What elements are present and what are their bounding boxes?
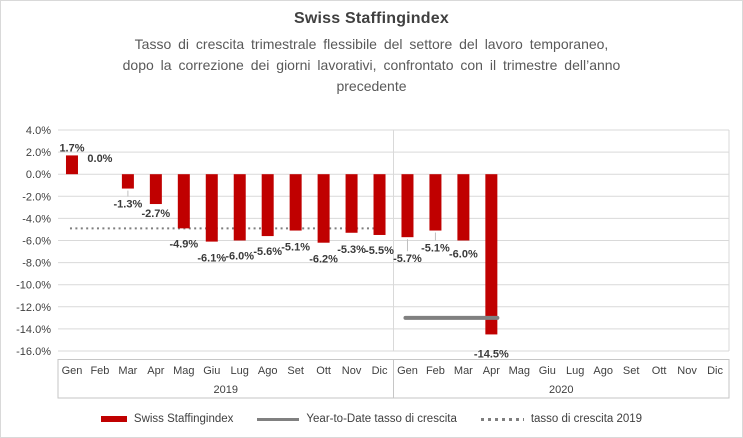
legend-line-swatch bbox=[257, 417, 300, 421]
month-label: Lug bbox=[566, 365, 584, 377]
month-label: Dic bbox=[707, 365, 723, 377]
legend-item-staffingindex: Swiss Staffingindex bbox=[100, 413, 234, 425]
bar-value-label: -5.6% bbox=[253, 246, 282, 258]
bar-value-label: -5.1% bbox=[281, 242, 310, 254]
bar bbox=[429, 174, 442, 231]
month-label: Set bbox=[287, 365, 304, 377]
y-tick-label: 0.0% bbox=[26, 169, 51, 181]
month-label: Feb bbox=[426, 365, 445, 377]
y-tick-label: -4.0% bbox=[22, 213, 51, 225]
bar bbox=[317, 174, 330, 243]
legend-bar-swatch bbox=[100, 416, 127, 422]
month-label: Dic bbox=[372, 365, 388, 377]
bar bbox=[205, 174, 218, 242]
bar-value-label: -14.5% bbox=[474, 348, 509, 360]
legend-label: Year-to-Date tasso di crescita bbox=[306, 413, 457, 425]
month-label: Gen bbox=[62, 365, 83, 377]
chart-subtitle: Tasso di crescita trimestrale flessibile… bbox=[1, 34, 742, 97]
month-label: Set bbox=[623, 365, 640, 377]
bar bbox=[289, 174, 302, 231]
y-tick-label: -14.0% bbox=[16, 324, 51, 336]
y-tick-label: -10.0% bbox=[16, 280, 51, 292]
bar bbox=[177, 174, 190, 229]
month-label: Ago bbox=[593, 365, 613, 377]
month-label: Ott bbox=[316, 365, 331, 377]
bar-value-label: -5.5% bbox=[365, 245, 394, 257]
chart-title: Swiss Staffingindex bbox=[294, 10, 449, 27]
month-label: Lug bbox=[231, 365, 249, 377]
bar-value-label: -4.9% bbox=[169, 238, 198, 250]
bar-value-label: -6.1% bbox=[197, 253, 226, 265]
subtitle-line: dopo la correzione dei giorni lavorativi… bbox=[122, 57, 621, 73]
bar-value-label: -5.7% bbox=[393, 253, 422, 265]
month-label: Ott bbox=[652, 365, 667, 377]
bar-value-label: 1.7% bbox=[59, 142, 84, 154]
y-tick-label: -12.0% bbox=[16, 302, 51, 314]
year-label: 2019 bbox=[214, 384, 238, 396]
bar-value-label: -6.0% bbox=[449, 249, 478, 261]
month-label: Feb bbox=[90, 365, 109, 377]
month-label: Nov bbox=[677, 365, 697, 377]
bar-value-label: -6.2% bbox=[309, 254, 338, 266]
legend-label: tasso di crescita 2019 bbox=[530, 413, 643, 425]
y-tick-label: 4.0% bbox=[26, 125, 51, 137]
bar bbox=[261, 174, 274, 237]
legend-dotted-swatch bbox=[480, 417, 524, 421]
bar-value-label: -5.1% bbox=[421, 243, 450, 255]
bar bbox=[373, 174, 386, 235]
y-tick-label: -2.0% bbox=[22, 191, 51, 203]
month-label: Ago bbox=[258, 365, 278, 377]
month-label: Apr bbox=[147, 365, 164, 377]
bar-value-label: -6.0% bbox=[225, 251, 254, 263]
legend: Swiss Staffingindex Year-to-Date tasso d… bbox=[1, 408, 742, 430]
bar bbox=[401, 174, 414, 238]
bar bbox=[233, 174, 246, 241]
bar-value-label: -2.7% bbox=[141, 208, 170, 220]
y-tick-label: -8.0% bbox=[22, 258, 51, 270]
bar bbox=[345, 174, 358, 233]
subtitle-line: precedente bbox=[336, 78, 407, 94]
bar-value-label: -5.3% bbox=[337, 244, 366, 256]
bar bbox=[121, 174, 134, 189]
y-tick-label: 2.0% bbox=[26, 147, 51, 159]
month-label: Giu bbox=[203, 365, 220, 377]
bar bbox=[485, 174, 498, 335]
month-label: Mar bbox=[118, 365, 137, 377]
subtitle-line: Tasso di crescita trimestrale flessibile… bbox=[134, 36, 609, 52]
legend-item-ytd: Year-to-Date tasso di crescita bbox=[257, 413, 457, 425]
bar-value-label: 0.0% bbox=[87, 153, 112, 165]
legend-label: Swiss Staffingindex bbox=[133, 413, 234, 425]
month-label: Apr bbox=[483, 365, 500, 377]
month-label: Mar bbox=[454, 365, 473, 377]
month-label: Giu bbox=[539, 365, 556, 377]
y-tick-label: -6.0% bbox=[22, 236, 51, 248]
year-label: 2020 bbox=[549, 384, 573, 396]
bar bbox=[457, 174, 470, 241]
month-label: Mag bbox=[173, 365, 194, 377]
month-label: Nov bbox=[342, 365, 362, 377]
bar bbox=[149, 174, 162, 205]
bar bbox=[65, 155, 78, 175]
month-label: Gen bbox=[397, 365, 418, 377]
legend-item-2019-rate: tasso di crescita 2019 bbox=[480, 413, 643, 425]
y-tick-label: -16.0% bbox=[16, 346, 51, 358]
bar-value-label: -1.3% bbox=[114, 199, 143, 211]
month-label: Mag bbox=[509, 365, 530, 377]
